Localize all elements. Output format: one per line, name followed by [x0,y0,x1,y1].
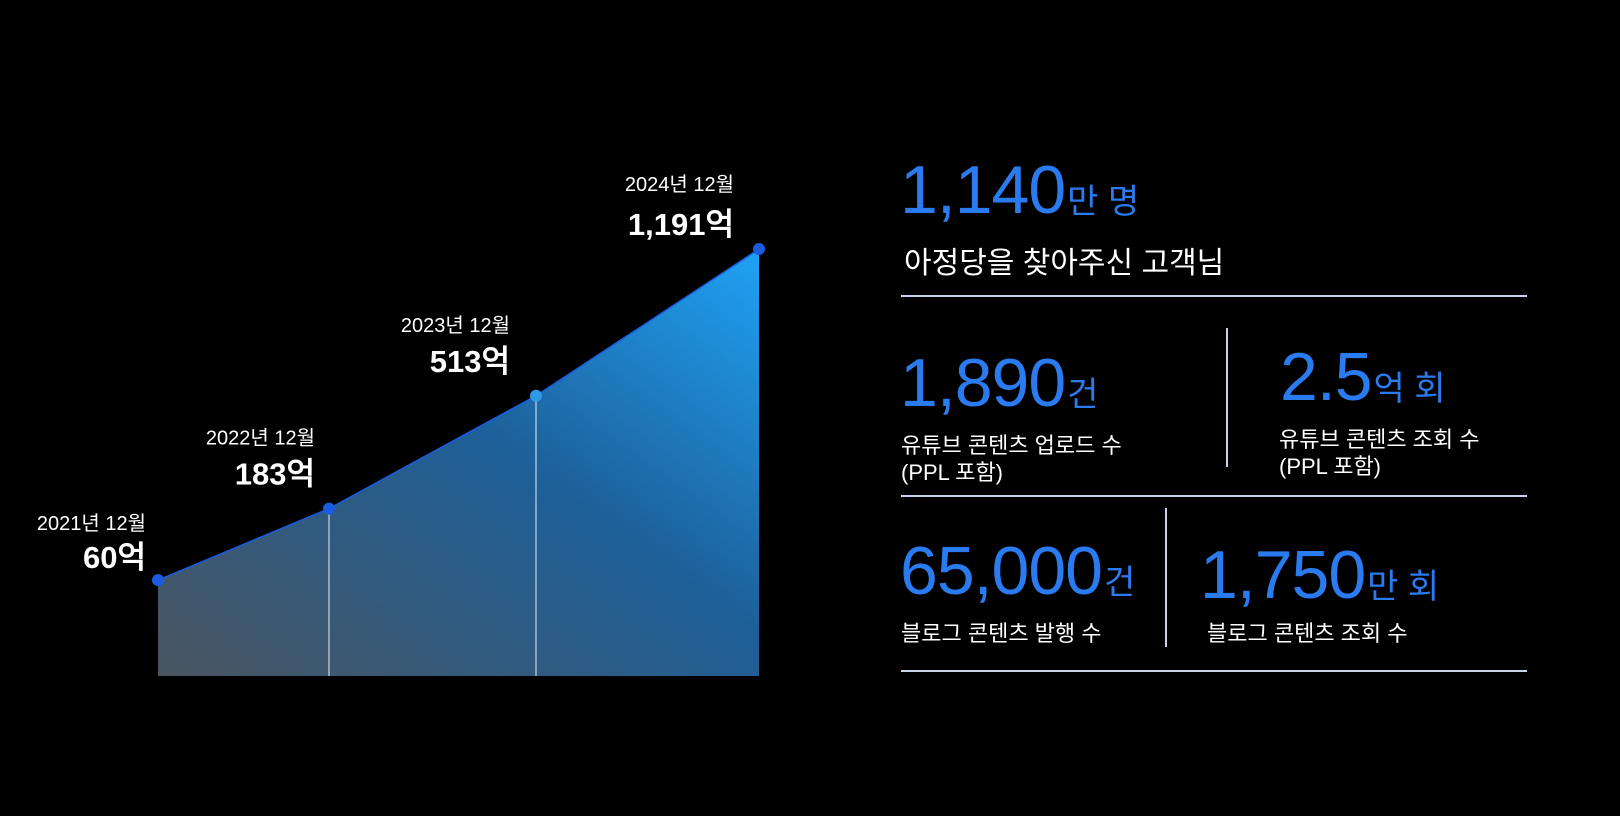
youtube-views-label: 유튜브 콘텐츠 조회 수 (PPL 포함) [1279,426,1480,480]
divider [1165,508,1167,647]
blog-views-stat: 1,750만 회 [1200,541,1439,609]
label-line: 유튜브 콘텐츠 조회 수 [1279,427,1480,452]
data-point [753,243,765,255]
customers-unit: 만 명 [1067,183,1140,221]
blog-views-unit: 만 회 [1367,568,1440,606]
value-label: 183억 [235,457,315,492]
youtube-uploads-label: 유튜브 콘텐츠 업로드 수 (PPL 포함) [901,432,1122,486]
date-label: 2023년 12월 [401,314,510,337]
data-point [530,389,542,402]
blog-posts-stat: 65,000건 [900,537,1135,605]
youtube-uploads-stat: 1,890건 [900,349,1098,417]
blog-views-label: 블로그 콘텐츠 조회 수 [1207,621,1408,646]
label-line: (PPL 포함) [1279,454,1382,479]
label-line: 유튜브 콘텐츠 업로드 수 [901,433,1122,458]
customers-stat: 1,140만 명 [900,156,1139,224]
blog-posts-unit: 건 [1103,564,1136,602]
date-label: 2024년 12월 [625,173,734,196]
divider [901,295,1527,297]
data-point [152,574,164,587]
blog-posts-label: 블로그 콘텐츠 발행 수 [901,621,1102,646]
series-line [157,248,760,581]
blog-views-value: 1,750 [1200,537,1366,613]
customers-label: 아정당을 찾아주신 고객님 [904,247,1225,280]
value-label: 1,191억 [628,207,734,242]
youtube-uploads-value: 1,890 [900,345,1066,421]
divider [901,495,1527,497]
date-label: 2022년 12월 [206,427,315,450]
revenue-area-chart: 2021년 12월 60억 2022년 12월 183억 2023년 12월 513억 20… [37,173,765,676]
youtube-views-value: 2.5 [1280,339,1373,415]
area-fill [158,249,759,676]
customers-value: 1,140 [900,152,1066,228]
youtube-uploads-unit: 건 [1067,376,1099,414]
value-label: 60억 [83,540,146,575]
divider [1226,328,1228,467]
divider [901,670,1527,672]
data-point [323,502,335,515]
value-label: 513억 [430,344,510,379]
blog-posts-value: 65,000 [900,533,1103,609]
youtube-views-unit: 억 회 [1373,370,1446,408]
date-label: 2021년 12월 [37,512,146,535]
youtube-views-stat: 2.5억 회 [1280,343,1446,411]
label-line: (PPL 포함) [901,460,1004,485]
